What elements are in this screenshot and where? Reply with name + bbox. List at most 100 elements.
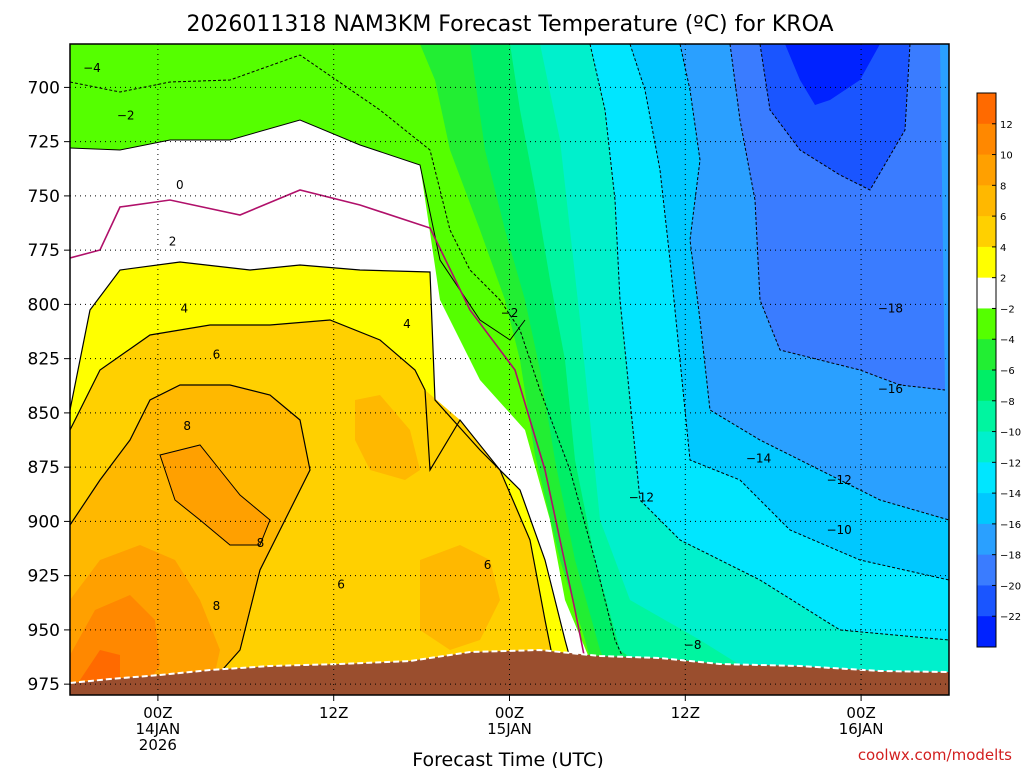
y-tick-label: 700	[28, 78, 60, 98]
colorbar-swatch	[977, 616, 996, 648]
contour-label: −14	[746, 451, 771, 465]
colorbar-swatch	[977, 400, 996, 433]
contour-minus12	[589, 44, 949, 641]
y-tick-label: 775	[28, 241, 60, 261]
surface-terrain	[70, 650, 949, 695]
contour-label: −2	[501, 306, 519, 320]
y-tick-label: 950	[28, 621, 60, 641]
colorbar-label: −4	[1000, 335, 1015, 346]
grid-lines	[70, 44, 949, 695]
colorbar-swatch	[977, 462, 996, 494]
contour-label: 8	[213, 599, 221, 613]
contour-label: 6	[213, 347, 221, 361]
x-tick-label: 00Z	[495, 704, 524, 722]
contour-0	[70, 189, 586, 661]
contour-minus20	[759, 44, 911, 191]
band-8	[160, 445, 270, 545]
contour-label: 8	[183, 419, 191, 433]
band-12	[80, 650, 120, 680]
colorbar-label: −6	[1000, 366, 1015, 377]
colorbar-label: −10	[1000, 428, 1021, 439]
contour-label: −12	[826, 473, 851, 487]
colorbar-label: −8	[1000, 397, 1015, 408]
contour-label: −2	[117, 109, 135, 123]
contour-label: −18	[878, 302, 903, 316]
colorbar-swatch	[977, 246, 996, 279]
y-tick-label: 875	[28, 458, 60, 478]
contour-label: 0	[176, 178, 184, 192]
x-tick-label: 15JAN	[487, 720, 532, 738]
colorbar-label: 8	[1000, 181, 1006, 192]
colorbar-label: −22	[1000, 612, 1021, 623]
colorbar-swatch	[977, 216, 996, 248]
y-tick-label: 800	[28, 295, 60, 315]
y-tick-label: 825	[28, 350, 60, 370]
colorbar-swatch	[977, 154, 996, 186]
x-tick-label: 12Z	[671, 704, 700, 722]
y-tick-label: 900	[28, 512, 60, 532]
x-tick-label: 2026	[139, 736, 177, 754]
contour-label: 6	[337, 577, 345, 591]
y-tick-label: 750	[28, 187, 60, 207]
colorbar-swatch	[977, 493, 996, 525]
contour-label: 2	[169, 234, 177, 248]
colorbar-swatch	[977, 585, 996, 617]
contour-label: −16	[878, 382, 903, 396]
colorbar-label: −16	[1000, 520, 1021, 531]
contour-minus16	[679, 44, 949, 521]
colorbar-label: 2	[1000, 274, 1006, 285]
x-tick-label: 16JAN	[839, 720, 884, 738]
y-axis: 700 725 750 775 800 825 850 875 900 925 950 975	[28, 78, 70, 695]
contour-8	[159, 444, 271, 546]
chart-title: 2026011318 NAM3KM Forecast Temperature (…	[186, 12, 833, 37]
contour-minus2	[70, 119, 526, 341]
colorbar-swatch	[977, 277, 996, 309]
colorbar-label: 12	[1000, 120, 1013, 131]
contour-labels: −4 −2 0 2 4 6 8 8 8 6 4 6 −2 −12 −8 −14 −12 −10 −18 −16	[83, 61, 903, 652]
colorbar-label: −2	[1000, 304, 1015, 315]
x-tick-label: 00Z	[846, 704, 875, 722]
colorbar-label: −14	[1000, 489, 1021, 500]
contour-label: 4	[180, 302, 188, 316]
colorbar-swatch	[977, 185, 996, 217]
contour-label: 8	[257, 536, 265, 550]
plot-area	[70, 44, 949, 695]
credit-text: coolwx.com/modelts	[858, 746, 1012, 764]
y-tick-label: 725	[28, 133, 60, 153]
band-minus20	[760, 44, 910, 190]
contour-label: −4	[83, 61, 101, 75]
colorbar-swatch	[977, 93, 996, 125]
contour-minus18	[729, 44, 946, 391]
y-tick-label: 975	[28, 675, 60, 695]
colorbar-swatch	[977, 123, 996, 156]
x-tick-label: 14JAN	[136, 720, 181, 738]
colorbar-label: −20	[1000, 581, 1021, 592]
contour-2	[70, 261, 581, 695]
colorbar-label: 4	[1000, 243, 1006, 254]
colorbar: 12 10 8 6 4 2 −2 −4 −6 −8 −10 −12 −14 −16 −18 −20 −22	[976, 92, 1021, 648]
colorbar-label: 6	[1000, 212, 1006, 223]
x-tick-label: 12Z	[319, 704, 348, 722]
colorbar-label: −12	[1000, 458, 1021, 469]
colorbar-swatch	[977, 431, 996, 463]
x-tick-label: 00Z	[143, 704, 172, 722]
y-tick-label: 925	[28, 567, 60, 587]
contour-label: −8	[684, 638, 702, 652]
contour-label: 4	[403, 317, 411, 331]
colorbar-swatch	[977, 554, 996, 586]
contour-label: −10	[826, 523, 851, 537]
x-axis-title: Forecast Time (UTC)	[412, 749, 603, 768]
band-6-cell-b	[420, 545, 500, 650]
colorbar-swatch	[977, 370, 996, 402]
y-tick-label: 850	[28, 404, 60, 424]
contour-4	[70, 319, 561, 695]
colorbar-swatch	[977, 523, 996, 556]
colorbar-swatch	[977, 339, 996, 371]
band-minus22	[785, 44, 880, 105]
surface-edge	[70, 648, 949, 684]
band-6-cell	[355, 395, 420, 480]
colorbar-label: 10	[1000, 151, 1013, 162]
contour-label: −12	[629, 491, 654, 505]
